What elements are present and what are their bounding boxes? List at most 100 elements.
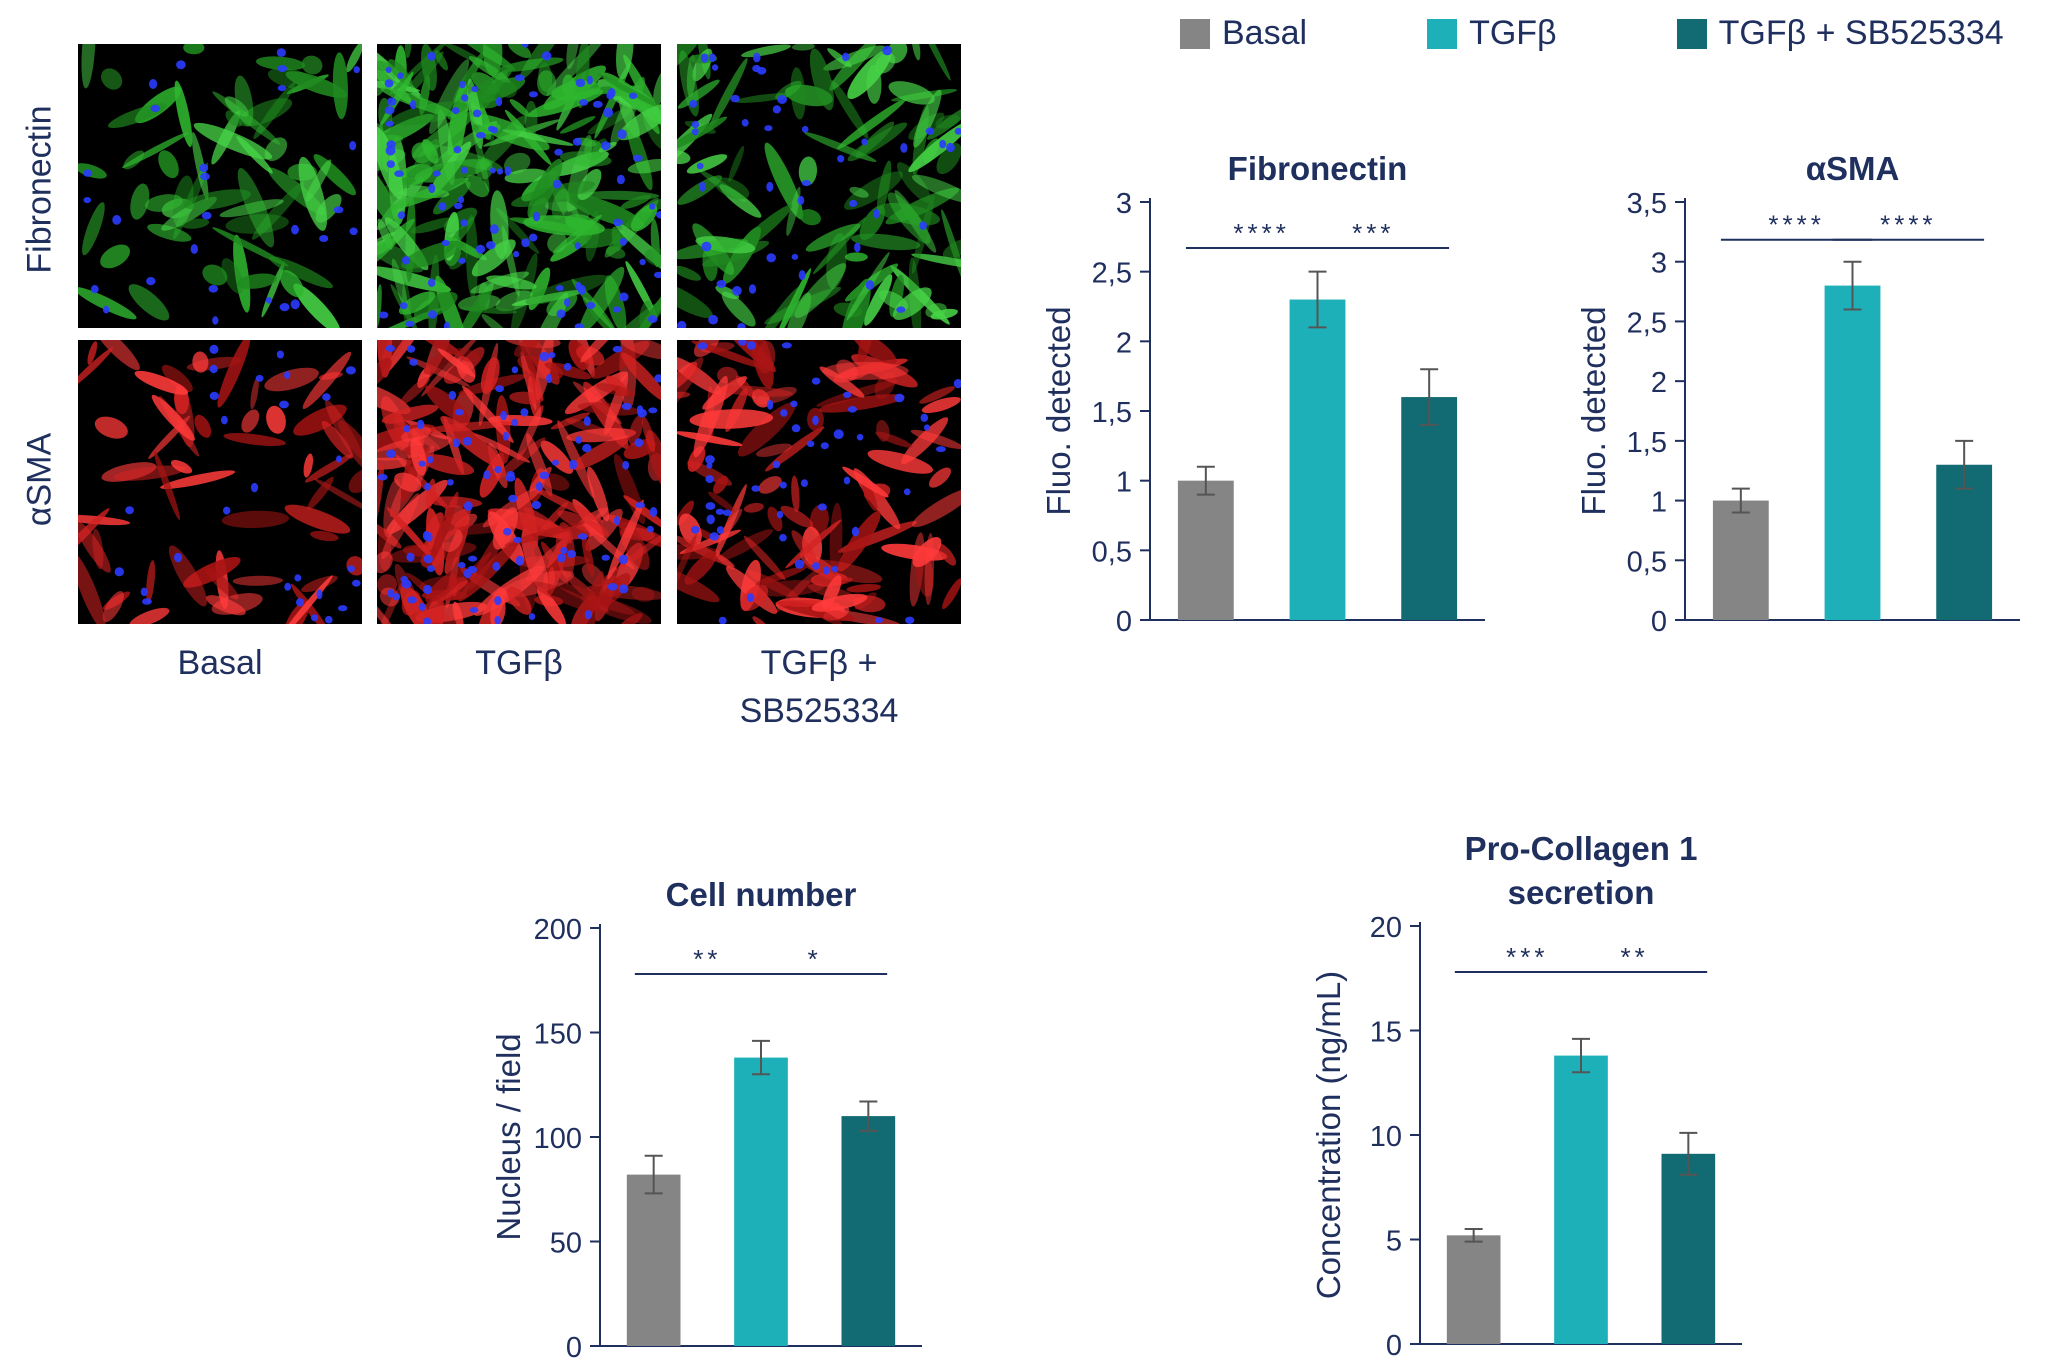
cell-body [404,44,412,59]
cell-body [927,105,961,140]
cell-body [607,499,644,580]
cell-body [250,377,259,410]
micrograph-asma-tgfb [377,340,661,624]
cell-body [391,258,408,309]
cells-svg [677,44,961,328]
cell-body [471,119,490,193]
cell-body [130,183,150,220]
chart-title: secretion [1508,874,1655,911]
cell-body [811,593,868,612]
cell-nucleus [575,436,583,444]
cell-body [823,45,886,71]
chart-title: Pro-Collagen 1 [1465,830,1698,867]
cell-nucleus [458,196,465,204]
cell-body [942,578,961,610]
cell-body [911,253,961,270]
cell-nucleus [492,561,501,571]
cell-nucleus [575,78,586,88]
cell-body [677,534,697,598]
cell-nucleus [716,280,727,288]
cells-svg [377,44,661,328]
cell-body [844,252,868,262]
cell-body [394,472,422,492]
cell-nucleus [336,455,342,463]
cell-nucleus [637,408,647,418]
cell-body [399,376,430,405]
cell-nucleus [794,559,805,569]
cell-body [437,348,476,378]
cell-nucleus [489,167,496,174]
col-label-tgfb: TGFβ [475,644,563,682]
bar-tgfb [1289,299,1346,620]
cell-nucleus [475,244,486,254]
cell-body [849,186,869,198]
cell-body [677,356,723,395]
cell-body [531,581,602,613]
cell-nucleus [454,409,464,416]
cell-nucleus [296,598,304,607]
cell-nucleus [452,107,460,114]
cell-nucleus [600,141,611,151]
cell-nucleus [528,91,538,98]
cell-body [78,287,137,320]
y-tick-label: 150 [534,1019,582,1051]
bar-tgfb [1824,285,1881,620]
cell-nucleus [176,60,186,70]
cell-body [236,136,273,174]
cell-nucleus [900,143,908,153]
cell-body [134,370,189,395]
cell-nucleus [709,532,719,541]
cell-body [232,575,283,586]
cell-body [842,466,889,498]
cell-nucleus [212,316,219,325]
cell-body [212,227,289,267]
cell-body [527,158,563,219]
cell-nucleus [699,181,706,192]
cell-nucleus [495,385,504,393]
cell-body [911,194,935,274]
significance-label: **** [1233,218,1289,248]
cell-nucleus [781,342,792,349]
cell-body [398,291,436,315]
cell-body [757,286,801,328]
cell-body [908,120,961,173]
cell-nucleus [458,562,466,569]
cell-body [420,454,475,476]
cell-body [377,357,392,388]
legend-item-tgfb-sb: TGFβ + SB525334 [1676,14,2004,53]
cell-nucleus [209,391,219,400]
cell-body [94,416,128,439]
cell-body [790,67,806,120]
cell-body [628,414,644,446]
cell-body [381,340,434,377]
cell-nucleus [708,53,717,62]
significance-label: * [808,944,822,974]
cell-body [129,607,170,624]
cell-body [170,460,193,474]
cell-nucleus [250,482,259,493]
cell-nucleus [146,277,156,286]
y-axis-label: Nucleus / field [490,1033,527,1240]
cell-body [78,508,110,566]
cell-nucleus [461,94,469,102]
cell-nucleus [696,162,704,170]
cell-body [100,244,131,269]
cell-nucleus [705,455,715,464]
cell-nucleus [397,211,406,220]
cell-nucleus [495,96,503,107]
cell-body [847,49,892,100]
cell-nucleus [619,237,627,246]
cell-body [281,575,333,624]
cell-body [827,48,852,68]
cell-nucleus [592,100,603,108]
bar-tgfb [1554,1055,1608,1344]
cell-nucleus [619,292,629,302]
cell-nucleus [843,391,852,398]
cell-body [896,162,932,203]
cell-nucleus [416,419,425,430]
cell-nucleus [500,410,507,421]
cell-body [181,218,210,229]
cell-body [677,44,706,82]
cell-body [620,194,652,209]
